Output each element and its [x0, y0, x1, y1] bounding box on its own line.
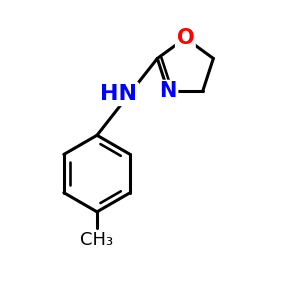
Text: O: O — [176, 28, 194, 48]
Text: CH₃: CH₃ — [80, 231, 114, 249]
Text: N: N — [159, 81, 177, 101]
Text: HN: HN — [100, 84, 137, 104]
